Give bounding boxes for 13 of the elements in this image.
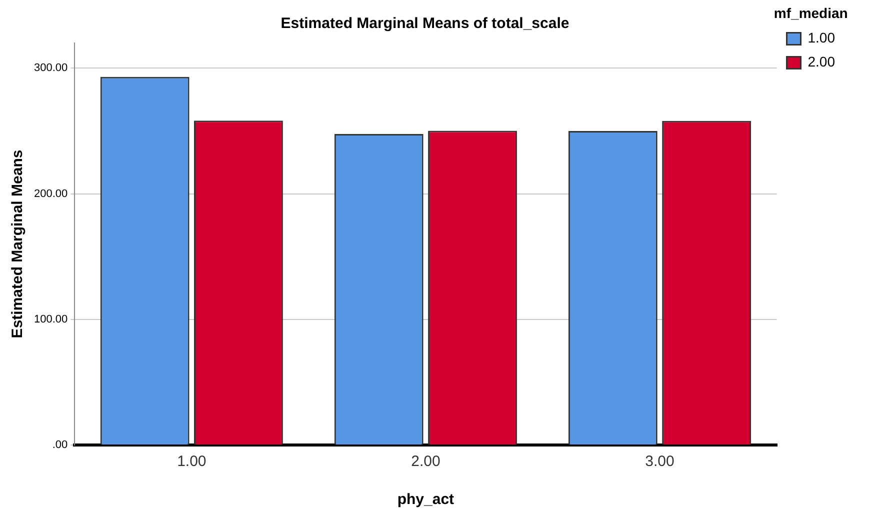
y-tick-label: 300.00 bbox=[34, 62, 68, 74]
x-tick-label: 2.00 bbox=[411, 453, 440, 470]
legend-label: 2.00 bbox=[808, 54, 836, 70]
y-axis-title: Estimated Marginal Means bbox=[9, 150, 26, 338]
x-tick-label: 3.00 bbox=[645, 453, 674, 470]
x-tick-label: 1.00 bbox=[177, 453, 206, 470]
legend-title: mf_median bbox=[774, 4, 848, 21]
y-tick-label: 100.00 bbox=[34, 313, 68, 326]
legend-label: 1.00 bbox=[808, 30, 836, 46]
chart-title: Estimated Marginal Means of total_scale bbox=[280, 15, 570, 32]
y-tick-label: 200.00 bbox=[34, 188, 68, 200]
x-axis-title: phy_act bbox=[397, 491, 454, 508]
y-tick-label: .00 bbox=[52, 439, 68, 452]
